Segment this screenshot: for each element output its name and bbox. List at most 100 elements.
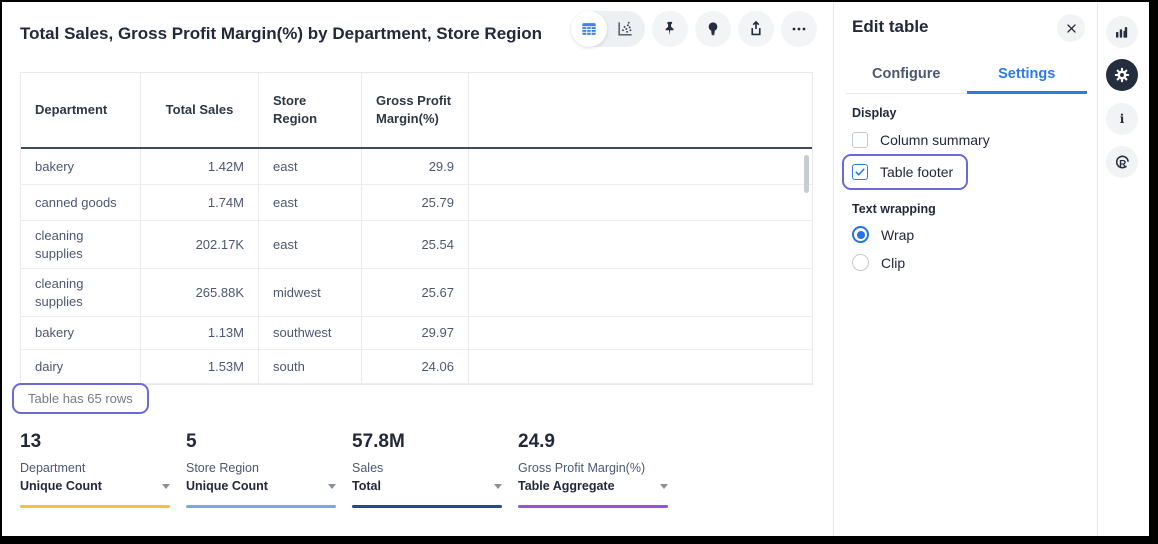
chart-view-toggle[interactable] [607, 11, 643, 47]
summary-stats: 13 Department Unique Count 5 Store Regio… [20, 430, 668, 508]
cell-total-sales[interactable]: 202.17K [141, 221, 259, 268]
tab-settings[interactable]: Settings [967, 58, 1088, 93]
stat-aggregate-dropdown[interactable]: Unique Count [186, 477, 336, 495]
cell-department[interactable]: cleaning supplies [21, 269, 141, 316]
stat-underline [186, 505, 336, 508]
cell-store-region[interactable]: east [259, 185, 362, 220]
panel-tabs: Configure Settings [846, 58, 1087, 94]
cell-department[interactable]: dairy [21, 350, 141, 383]
info-icon: i [1113, 110, 1131, 128]
stat-aggregate-dropdown[interactable]: Table Aggregate [518, 477, 668, 495]
table-row: bakery 1.13M southwest 29.97 [21, 317, 812, 350]
column-header-total-sales[interactable]: Total Sales [141, 73, 259, 147]
tab-configure[interactable]: Configure [846, 58, 967, 93]
cell-gross-profit-margin[interactable]: 25.79 [362, 185, 469, 220]
cell-gross-profit-margin[interactable]: 25.54 [362, 221, 469, 268]
table-row: cleaning supplies 202.17K east 25.54 [21, 221, 812, 269]
screenshot-frame: Total Sales, Gross Profit Margin(%) by D… [0, 0, 1158, 544]
ellipsis-icon [789, 19, 809, 39]
cell-empty [469, 149, 812, 184]
cell-store-region[interactable]: south [259, 350, 362, 383]
pin-button[interactable] [652, 11, 688, 47]
cell-gross-profit-margin[interactable]: 29.97 [362, 317, 469, 349]
info-rail-button[interactable]: i [1106, 103, 1138, 135]
clip-option[interactable]: Clip [852, 254, 905, 271]
chevron-down-icon [162, 484, 170, 489]
stat-gross-profit-margin: 24.9 Gross Profit Margin(%) Table Aggreg… [518, 430, 668, 508]
table-scrollbar[interactable] [804, 155, 809, 193]
cell-gross-profit-margin[interactable]: 24.06 [362, 350, 469, 383]
cell-empty [469, 350, 812, 383]
lightbulb-icon [703, 19, 723, 39]
stat-value: 57.8M [352, 430, 502, 454]
column-header-gross-profit-margin[interactable]: Gross Profit Margin(%) [362, 73, 469, 147]
radio-unselected-icon[interactable] [852, 254, 869, 271]
stat-underline [20, 505, 170, 508]
panel-title: Edit table [852, 17, 929, 37]
table-row: canned goods 1.74M east 25.79 [21, 185, 812, 221]
stat-sales: 57.8M Sales Total [352, 430, 502, 508]
bar-chart-icon [1113, 23, 1131, 41]
table-row: bakery 1.42M east 29.9 [21, 149, 812, 185]
gear-icon [1113, 66, 1131, 84]
option-label: Wrap [881, 227, 914, 243]
share-button[interactable] [738, 11, 774, 47]
table-footer-option[interactable]: Table footer [852, 164, 953, 180]
chevron-down-icon [494, 484, 502, 489]
stat-aggregate-label: Unique Count [186, 477, 268, 495]
cell-total-sales[interactable]: 265.88K [141, 269, 259, 316]
cell-department[interactable]: cleaning supplies [21, 221, 141, 268]
cell-department[interactable]: bakery [21, 317, 141, 349]
app-window: Total Sales, Gross Profit Margin(%) by D… [2, 2, 1149, 536]
cell-empty [469, 269, 812, 316]
chevron-down-icon [328, 484, 336, 489]
stat-column-label: Gross Profit Margin(%) [518, 460, 668, 477]
cell-total-sales[interactable]: 1.53M [141, 350, 259, 383]
wrap-option[interactable]: Wrap [852, 226, 914, 243]
cell-total-sales[interactable]: 1.13M [141, 317, 259, 349]
cell-empty [469, 221, 812, 268]
column-header-store-region[interactable]: Store Region [259, 73, 362, 147]
stat-column-label: Store Region [186, 460, 336, 477]
edit-table-panel: Edit table Configure Settings Display Co… [834, 2, 1097, 536]
stat-aggregate-dropdown[interactable]: Total [352, 477, 502, 495]
stat-value: 24.9 [518, 430, 668, 454]
cell-gross-profit-margin[interactable]: 25.67 [362, 269, 469, 316]
page-title: Total Sales, Gross Profit Margin(%) by D… [20, 24, 542, 44]
stat-aggregate-dropdown[interactable]: Unique Count [20, 477, 170, 495]
radio-selected-icon[interactable] [852, 226, 869, 243]
close-panel-button[interactable] [1057, 14, 1085, 42]
cell-department[interactable]: bakery [21, 149, 141, 184]
column-summary-option[interactable]: Column summary [852, 132, 990, 148]
chevron-down-icon [660, 484, 668, 489]
scatter-chart-icon [615, 19, 635, 39]
visualization-rail-button[interactable] [1106, 16, 1138, 48]
stat-underline [518, 505, 668, 508]
stat-underline [352, 505, 502, 508]
cell-total-sales[interactable]: 1.74M [141, 185, 259, 220]
checkbox-checked-icon[interactable] [852, 164, 868, 180]
pin-icon [660, 19, 680, 39]
cell-total-sales[interactable]: 1.42M [141, 149, 259, 184]
cell-empty [469, 317, 812, 349]
stat-value: 13 [20, 430, 170, 454]
viz-toolbar [571, 11, 817, 47]
cell-gross-profit-margin[interactable]: 29.9 [362, 149, 469, 184]
insights-button[interactable] [695, 11, 731, 47]
visualization-toggle [571, 11, 645, 47]
cell-store-region[interactable]: east [259, 221, 362, 268]
cell-department[interactable]: canned goods [21, 185, 141, 220]
table-view-toggle[interactable] [571, 11, 607, 47]
svg-text:i: i [1120, 112, 1125, 126]
checkbox-unchecked-icon[interactable] [852, 132, 868, 148]
cell-store-region[interactable]: east [259, 149, 362, 184]
cell-store-region[interactable]: southwest [259, 317, 362, 349]
cell-store-region[interactable]: midwest [259, 269, 362, 316]
stat-department: 13 Department Unique Count [20, 430, 170, 508]
settings-rail-button[interactable] [1106, 59, 1138, 91]
side-rail: i R [1098, 2, 1149, 536]
option-label: Clip [881, 255, 905, 271]
r-logo-rail-button[interactable]: R [1106, 146, 1138, 178]
column-header-department[interactable]: Department [21, 73, 141, 147]
more-options-button[interactable] [781, 11, 817, 47]
